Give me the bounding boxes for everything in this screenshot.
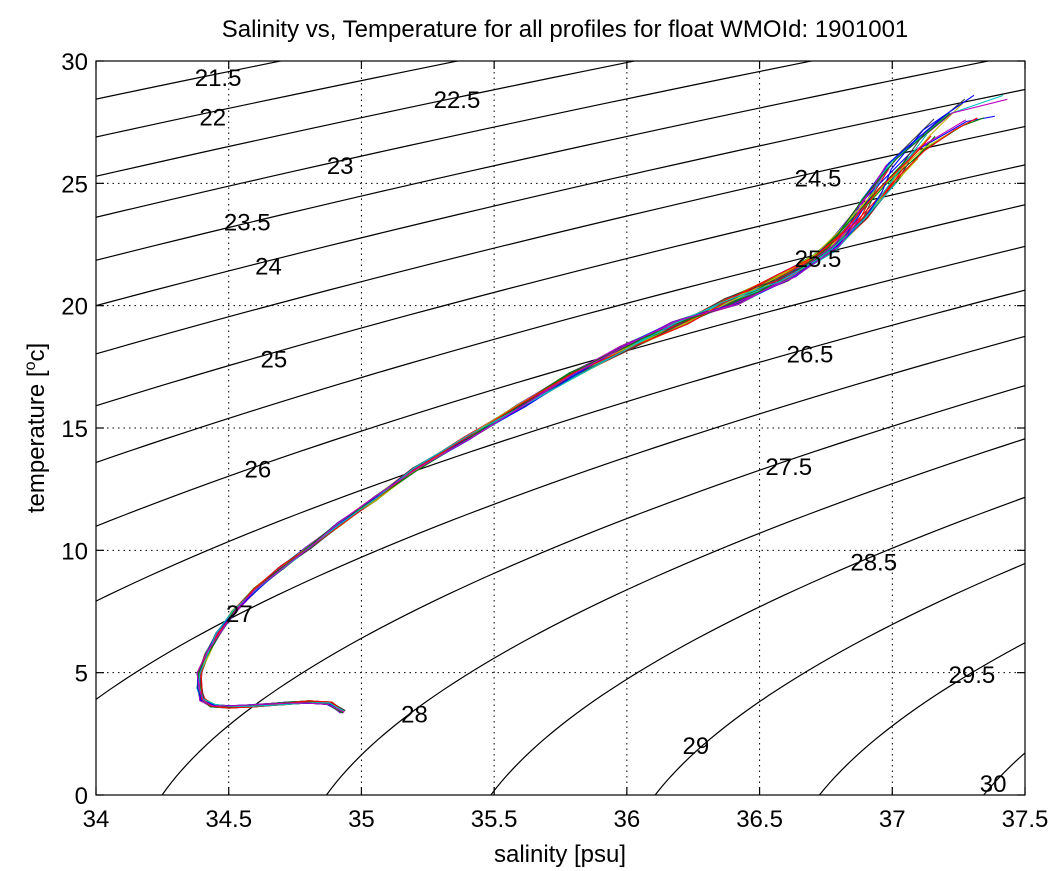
x-tick-label: 37 (879, 806, 906, 833)
y-tick-label: 0 (75, 783, 88, 810)
y-tick-label: 5 (75, 661, 88, 688)
contour-label: 26.5 (787, 342, 834, 369)
contour-25 (96, 164, 1025, 407)
y-axis-label-main: temperature [ (23, 370, 50, 513)
density-contours (96, 61, 1025, 795)
contour-26 (96, 245, 1025, 527)
y-tick-labels: 0 5 10 15 20 25 30 (61, 49, 88, 810)
x-tick-label: 35.5 (471, 806, 518, 833)
x-axis-label: salinity [psu] (494, 841, 626, 868)
contour-label: 28 (401, 701, 428, 728)
y-axis-label-end: c] (23, 343, 50, 362)
contour-27 (96, 335, 1025, 701)
profile-line (200, 148, 921, 713)
profile-line (196, 219, 860, 713)
contour-25.5 (96, 204, 1025, 464)
axis-ticks (95, 60, 1026, 796)
contour-label: 28.5 (850, 550, 897, 577)
contour-label: 29 (683, 733, 710, 760)
contour-label: 23.5 (224, 209, 271, 236)
contour-23 (96, 61, 815, 218)
contour-27.5 (161, 384, 1025, 795)
x-tick-label: 37.5 (1002, 806, 1049, 833)
chart-title: Salinity vs, Temperature for all profile… (222, 16, 909, 43)
x-tick-labels: 34 34.5 35 35.5 36 36.5 37 37.5 (83, 806, 1049, 833)
grid (96, 61, 1025, 795)
contour-label: 22 (199, 104, 226, 131)
contour-label: 21.5 (195, 65, 242, 92)
contour-28 (325, 438, 1025, 795)
contour-23.5 (96, 61, 992, 261)
contour-label: 25 (260, 346, 287, 373)
contour-26.5 (96, 289, 1025, 602)
profile-lines (196, 94, 1008, 714)
contour-label: 27 (226, 601, 253, 628)
y-tick-label: 30 (61, 49, 88, 76)
x-tick-label: 36.5 (736, 806, 783, 833)
contour-label: 30 (980, 771, 1007, 798)
x-tick-label: 36 (614, 806, 641, 833)
contour-label: 24 (255, 254, 282, 281)
y-axis-label-sup: o (22, 361, 39, 370)
x-tick-label: 35 (348, 806, 375, 833)
contour-29 (654, 562, 1025, 795)
contour-label: 22.5 (434, 87, 481, 114)
contour-29.5 (818, 642, 1025, 795)
y-tick-label: 25 (61, 171, 88, 198)
contour-28.5 (490, 496, 1025, 795)
contour-label: 27.5 (765, 454, 812, 481)
contour-label: 24.5 (795, 165, 842, 192)
contour-label: 29.5 (949, 662, 996, 689)
y-tick-label: 10 (61, 538, 88, 565)
x-tick-label: 34 (83, 806, 110, 833)
contour-24.5 (96, 125, 1025, 355)
contour-label: 25.5 (795, 246, 842, 273)
x-tick-label: 34.5 (205, 806, 252, 833)
contour-22.5 (96, 61, 638, 177)
contour-label: 26 (245, 457, 272, 484)
y-tick-label: 20 (61, 294, 88, 321)
contour-labels: 21.5 22 22.5 23 23.5 24 24.5 25 25.5 26 26.5 27 27.5… (195, 65, 1007, 798)
contour-label: 23 (327, 153, 354, 180)
contour-24 (96, 88, 1025, 307)
y-axis-label: temperature [oc] (22, 343, 50, 513)
y-tick-label: 15 (61, 416, 88, 443)
